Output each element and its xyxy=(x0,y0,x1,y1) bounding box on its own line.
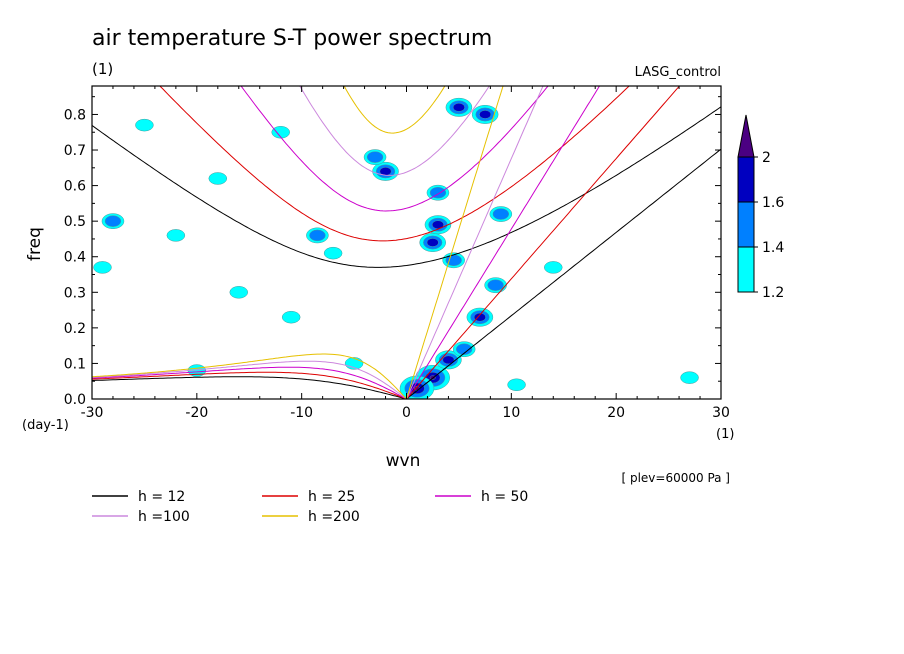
legend-label: h = 25 xyxy=(308,489,355,505)
x-tick-label: 30 xyxy=(712,405,730,421)
power-contour xyxy=(135,118,154,132)
legend-label: h = 50 xyxy=(481,489,528,505)
kelvin-wave-curve xyxy=(406,148,721,399)
legend-label: h =100 xyxy=(138,509,190,525)
power-contour xyxy=(208,172,228,185)
legend-label: h = 12 xyxy=(138,489,185,505)
x-axis-label: wvn xyxy=(386,451,421,471)
power-contour xyxy=(229,286,249,299)
level-note: [ plev=60000 Pa ] xyxy=(621,471,730,485)
power-contour xyxy=(93,261,112,274)
y-tick-label: 0.3 xyxy=(64,285,86,301)
kelvin-wave-curve xyxy=(406,86,504,399)
y-tick-label: 0.2 xyxy=(64,321,86,337)
y-tick-label: 0.4 xyxy=(64,250,86,266)
kelvin-wave-curve xyxy=(406,86,544,399)
power-contour xyxy=(487,279,504,291)
power-contour xyxy=(366,151,384,163)
power-contour xyxy=(455,343,473,355)
power-contour xyxy=(544,261,563,274)
power-contour xyxy=(309,229,326,242)
rossby-wave-curve xyxy=(92,376,407,399)
legend-label: h =200 xyxy=(308,509,360,525)
x-units-label: (1) xyxy=(716,427,734,442)
x-tick-label: -30 xyxy=(81,405,104,421)
inertia-gravity-curve xyxy=(92,106,721,268)
power-contour xyxy=(507,378,526,392)
colorbar-label: 1.4 xyxy=(762,240,784,256)
y-tick-label: 0.1 xyxy=(64,356,86,372)
colorbar-label: 1.6 xyxy=(762,195,784,211)
rossby-wave-curve xyxy=(92,353,407,399)
power-contour xyxy=(429,186,447,199)
power-contour xyxy=(271,125,290,139)
colorbar-extend-arrow xyxy=(737,114,755,158)
y-tick-label: 0.6 xyxy=(64,179,86,195)
y-axis-label: freq xyxy=(25,227,45,261)
x-tick-label: -10 xyxy=(290,405,313,421)
power-contour xyxy=(166,229,186,242)
kelvin-wave-curve xyxy=(406,86,681,399)
units-label: (1) xyxy=(92,60,113,78)
axis-ticks: -30 -20 -10 0 10 20 30 0.0 0.1 0.2 0.3 0.4 0.5 0.6 0.7… xyxy=(64,86,730,421)
legend: h = 12 h = 25 h = 50 h =100 h =200 xyxy=(92,489,528,525)
x-tick-label: 10 xyxy=(502,405,520,421)
plot-background xyxy=(92,86,721,399)
power-contour xyxy=(680,371,699,384)
inertia-gravity-curve xyxy=(343,86,446,134)
power-contours xyxy=(93,97,699,399)
power-contour xyxy=(452,103,465,112)
inertia-gravity-curve xyxy=(299,86,490,176)
colorbar-segment xyxy=(737,201,755,248)
colorbar-segment xyxy=(737,156,755,203)
power-contour xyxy=(104,215,122,227)
y-units-label: (day-1) xyxy=(22,418,69,433)
y-tick-label: 0.5 xyxy=(64,214,86,230)
dispersion-curves xyxy=(92,86,721,399)
x-tick-label: -20 xyxy=(185,405,208,421)
power-contour xyxy=(426,238,439,247)
rossby-wave-curve xyxy=(92,360,407,399)
colorbar: 1.2 1.4 1.6 2 xyxy=(737,114,784,301)
chart-title: air temperature S-T power spectrum xyxy=(92,26,492,51)
x-tick-label: 20 xyxy=(607,405,625,421)
colorbar-segment xyxy=(737,246,755,293)
power-contour xyxy=(479,110,492,119)
colorbar-label: 1.2 xyxy=(762,285,784,301)
power-contour xyxy=(281,310,301,324)
inertia-gravity-curve xyxy=(159,86,630,242)
power-contour xyxy=(442,355,455,365)
run-label: LASG_control xyxy=(635,65,721,80)
power-contour xyxy=(492,208,510,220)
y-tick-label: 0.0 xyxy=(64,392,86,408)
power-contour xyxy=(323,246,343,260)
x-tick-label: 0 xyxy=(402,405,411,421)
colorbar-label: 2 xyxy=(762,150,771,166)
plot-area: -30 -20 -10 0 10 20 30 0.0 0.1 0.2 0.3 0.4 0.5 0.6 0.7… xyxy=(64,85,730,421)
y-tick-label: 0.7 xyxy=(64,143,86,159)
rossby-wave-curve xyxy=(92,366,407,399)
inertia-gravity-curve xyxy=(240,86,549,212)
y-tick-label: 0.8 xyxy=(64,107,86,123)
kelvin-wave-curve xyxy=(406,86,601,399)
power-contour xyxy=(473,312,486,322)
rossby-wave-curve xyxy=(92,371,407,399)
